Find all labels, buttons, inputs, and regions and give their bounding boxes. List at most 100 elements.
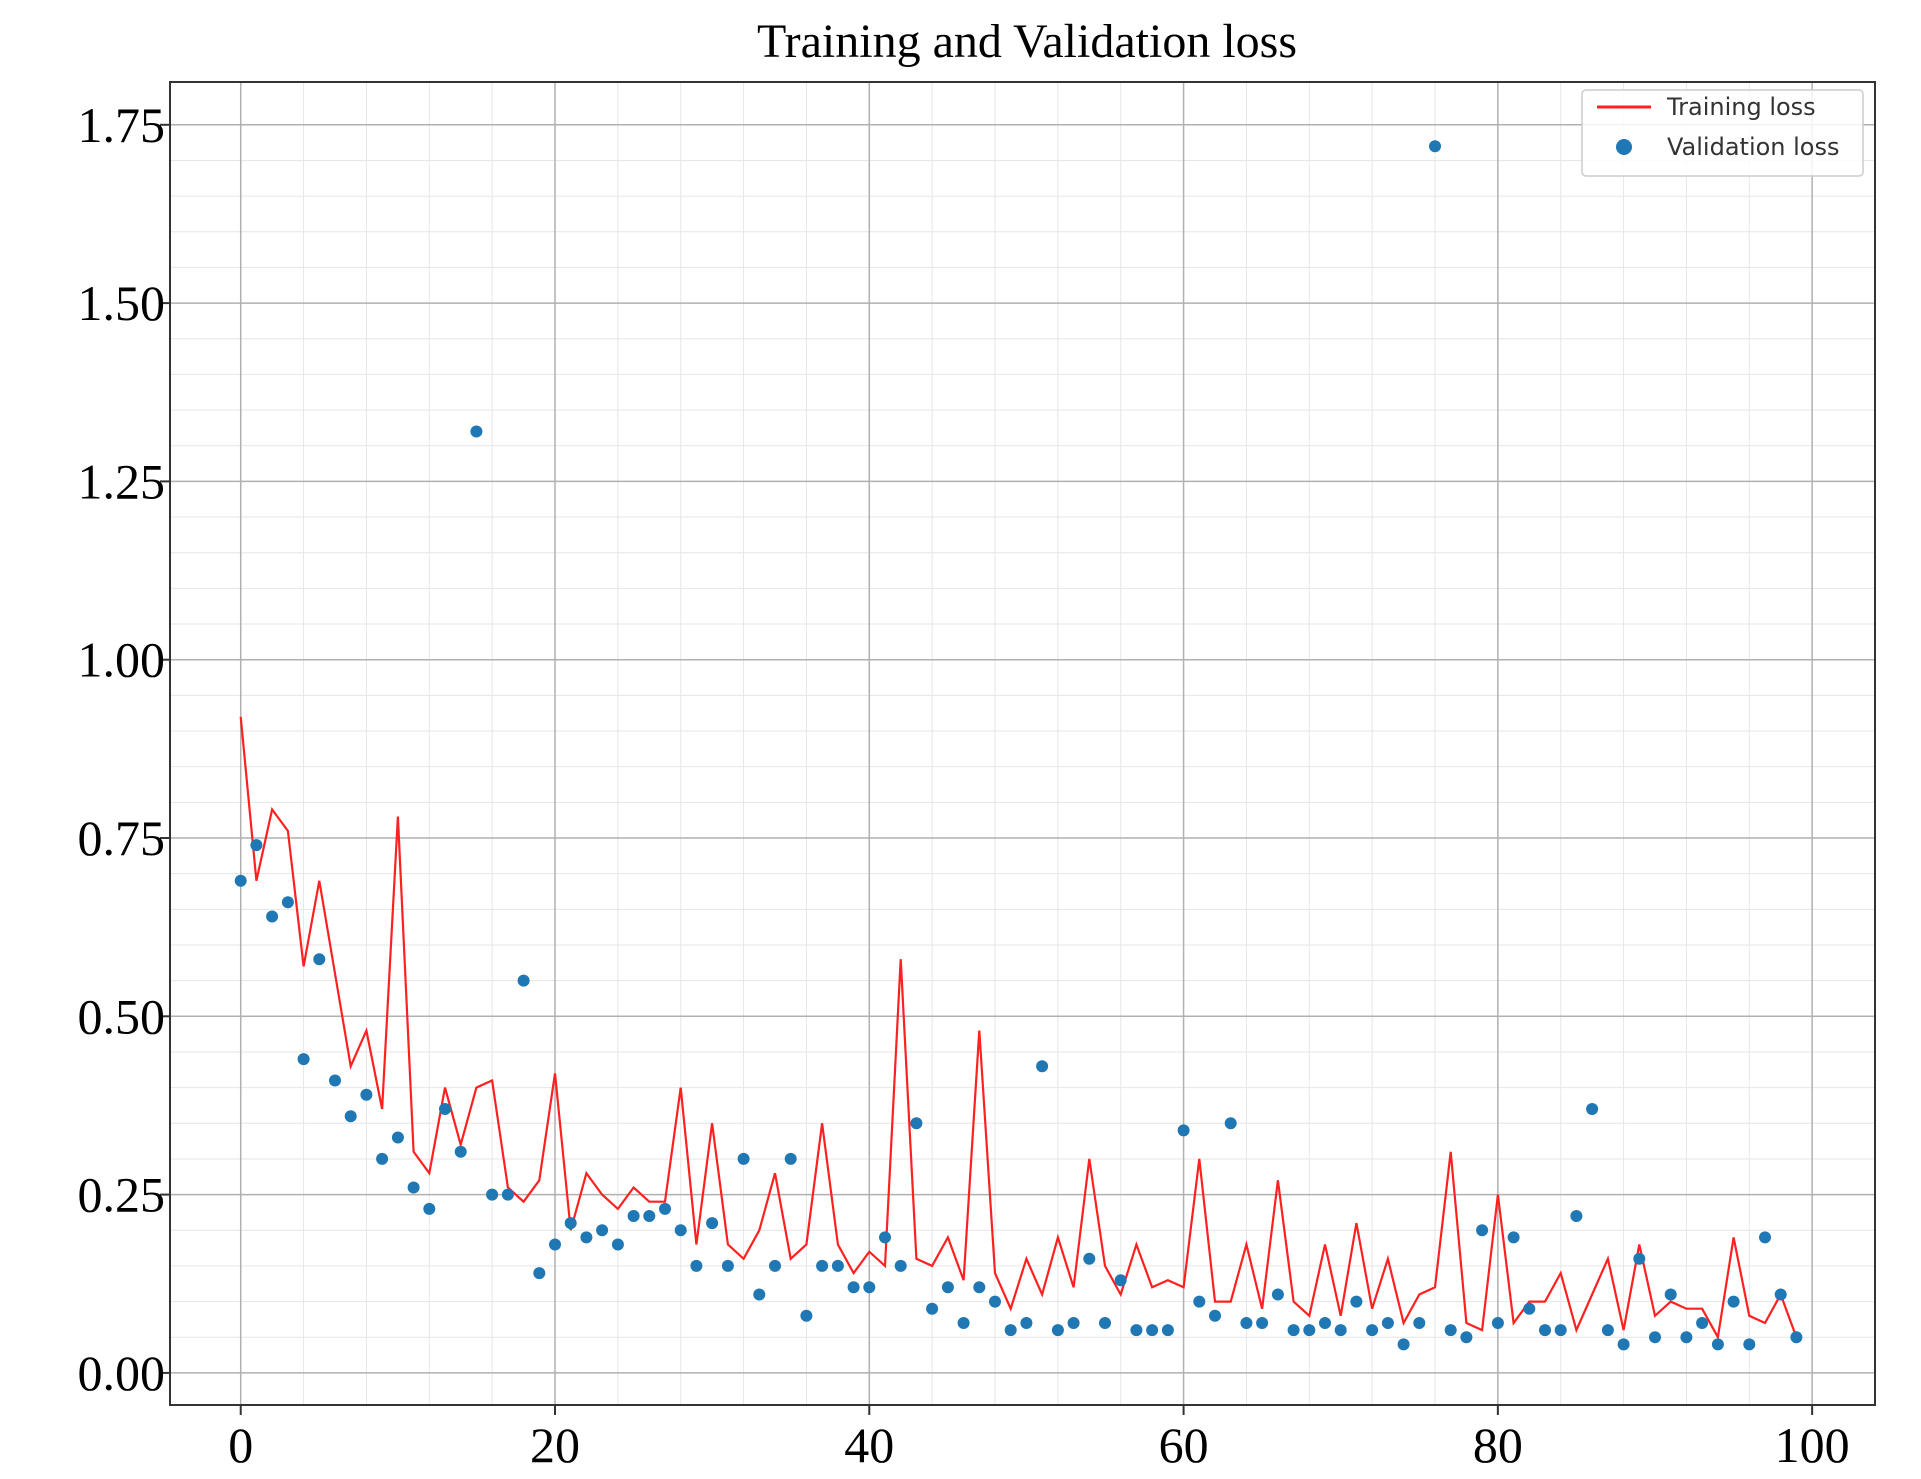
validation-point (1523, 1302, 1536, 1315)
legend-box (1581, 89, 1864, 177)
validation-point (281, 896, 294, 909)
chart-title: Training and Validation loss (757, 15, 1297, 68)
x-tick-label: 20 (530, 1417, 580, 1473)
validation-point (1444, 1324, 1457, 1337)
validation-point (690, 1259, 703, 1272)
validation-point (1381, 1317, 1394, 1329)
validation-point (1790, 1331, 1803, 1344)
validation-point (297, 1053, 310, 1066)
validation-point (360, 1088, 373, 1101)
validation-point (1051, 1324, 1064, 1337)
validation-point (1350, 1295, 1363, 1308)
validation-point (1727, 1295, 1740, 1308)
validation-point (1193, 1295, 1206, 1308)
validation-point (533, 1267, 546, 1280)
validation-point (659, 1202, 671, 1215)
validation-point (989, 1295, 1001, 1308)
legend-training-label: Training loss (1666, 93, 1816, 121)
validation-point (234, 874, 247, 887)
validation-point (250, 839, 263, 852)
validation-point (1177, 1124, 1190, 1137)
y-tick-label: 1.25 (78, 453, 166, 509)
validation-point (1366, 1324, 1379, 1337)
validation-point (1209, 1309, 1221, 1322)
validation-point (1067, 1317, 1080, 1329)
validation-point (894, 1259, 907, 1272)
y-axis-ticks: 0.00 0.25 0.50 0.75 1.00 1.25 1.50 1.75 (78, 97, 170, 1401)
validation-point (1743, 1338, 1756, 1351)
validation-point (1711, 1338, 1724, 1351)
validation-point (1114, 1274, 1127, 1287)
x-tick-label: 100 (1775, 1417, 1850, 1473)
validation-point (1020, 1317, 1033, 1329)
y-tick-label: 0.00 (78, 1345, 166, 1401)
validation-point (1271, 1288, 1284, 1301)
y-tick-label: 1.50 (78, 275, 166, 331)
x-axis-ticks: 0 20 40 60 80 100 (228, 1405, 1850, 1473)
legend-validation-label: Validation loss (1667, 133, 1840, 161)
y-tick-label: 1.75 (78, 97, 166, 153)
validation-point (784, 1152, 797, 1165)
validation-point (1004, 1324, 1017, 1337)
validation-point (879, 1231, 891, 1244)
validation-point (1083, 1252, 1096, 1265)
validation-point (1130, 1324, 1143, 1337)
validation-point (1680, 1331, 1693, 1344)
validation-point (1774, 1288, 1787, 1301)
validation-point (769, 1259, 781, 1272)
validation-point (737, 1152, 750, 1165)
validation-point (1287, 1324, 1300, 1337)
validation-point (470, 425, 483, 438)
training-loss-line (239, 716, 1798, 1341)
validation-point (407, 1181, 420, 1194)
y-tick-label: 1.00 (78, 632, 166, 688)
validation-point (580, 1231, 593, 1244)
validation-point (1539, 1324, 1551, 1337)
x-tick-label: 60 (1159, 1417, 1209, 1473)
validation-point (1554, 1324, 1567, 1337)
validation-point (1161, 1324, 1174, 1337)
validation-point (1601, 1324, 1614, 1337)
validation-point (1319, 1317, 1331, 1329)
validation-point (344, 1110, 357, 1123)
validation-point (721, 1259, 734, 1272)
validation-point (1696, 1317, 1709, 1329)
y-tick-label: 0.75 (78, 810, 166, 866)
validation-point (1649, 1331, 1661, 1344)
validation-point (1413, 1317, 1426, 1329)
validation-point (926, 1302, 939, 1315)
validation-point (564, 1217, 577, 1230)
validation-point (1759, 1231, 1771, 1244)
y-tick-label: 0.50 (78, 988, 166, 1044)
validation-point (1429, 140, 1441, 153)
x-tick-label: 40 (844, 1417, 894, 1473)
validation-point (1256, 1317, 1269, 1329)
validation-point (627, 1210, 640, 1222)
validation-loss-series (234, 140, 1803, 1351)
validation-point (816, 1259, 829, 1272)
validation-point (596, 1224, 609, 1237)
validation-point (973, 1281, 986, 1294)
validation-point (439, 1103, 451, 1115)
validation-point (706, 1217, 719, 1230)
training-loss-series (239, 716, 1798, 1341)
validation-point (1491, 1317, 1504, 1329)
validation-point (1617, 1338, 1630, 1351)
validation-point (1570, 1210, 1583, 1222)
validation-point (674, 1224, 687, 1237)
validation-point (266, 910, 279, 923)
validation-point (1303, 1324, 1316, 1337)
validation-point (391, 1131, 404, 1144)
validation-point (1460, 1331, 1473, 1344)
validation-point (800, 1309, 813, 1322)
x-tick-label: 0 (228, 1417, 253, 1473)
x-tick-label: 80 (1473, 1417, 1523, 1473)
validation-point (1664, 1288, 1677, 1301)
validation-point (611, 1238, 624, 1251)
validation-point (501, 1188, 514, 1201)
validation-point (549, 1238, 561, 1251)
validation-point (831, 1259, 844, 1272)
validation-point (376, 1152, 389, 1165)
validation-point (423, 1202, 436, 1215)
